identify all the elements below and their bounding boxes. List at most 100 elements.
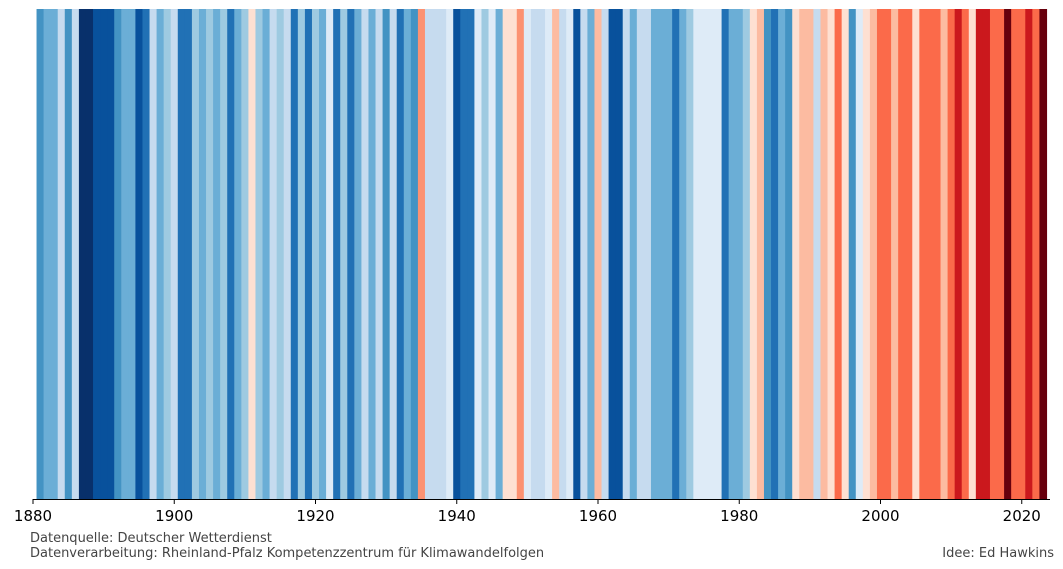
stripe-1888: [85, 9, 94, 499]
stripe-1970: [665, 9, 673, 499]
stripe-2006: [919, 9, 927, 499]
stripe-2013: [968, 9, 977, 499]
stripe-1994: [834, 9, 843, 499]
stripe-2015: [982, 9, 991, 499]
x-tick-label-1960: 1960: [579, 507, 617, 525]
stripe-2005: [912, 9, 920, 499]
stripe-1931: [389, 9, 398, 499]
stripe-1924: [340, 9, 348, 499]
stripe-1925: [347, 9, 355, 499]
stripe-1982: [749, 9, 758, 499]
stripe-1957: [573, 9, 581, 499]
stripe-1961: [601, 9, 610, 499]
stripe-1890: [100, 9, 108, 499]
stripe-1902: [184, 9, 193, 499]
stripe-1960: [594, 9, 603, 499]
stripe-1930: [382, 9, 391, 499]
stripe-1885: [64, 9, 73, 499]
stripe-1883: [50, 9, 59, 499]
stripe-1979: [728, 9, 737, 499]
stripe-2008: [933, 9, 942, 499]
x-tick-label-1920: 1920: [296, 507, 334, 525]
x-tick-label-1940: 1940: [438, 507, 476, 525]
stripe-1892: [114, 9, 122, 499]
stripe-1968: [650, 9, 659, 499]
stripe-1990: [806, 9, 814, 499]
stripe-1881: [36, 9, 45, 499]
data-source-credit: Datenquelle: Deutscher Wetterdienst: [30, 531, 272, 546]
stripe-1975: [700, 9, 709, 499]
stripe-1973: [686, 9, 694, 499]
stripe-bars: [36, 9, 1048, 499]
stripe-1933: [403, 9, 412, 499]
stripe-2003: [898, 9, 906, 499]
stripe-1940: [453, 9, 461, 499]
stripe-2010: [947, 9, 956, 499]
stripe-1991: [813, 9, 822, 499]
x-tick-label-2000: 2000: [861, 507, 899, 525]
stripe-1903: [191, 9, 200, 499]
stripe-1952: [537, 9, 546, 499]
stripe-1904: [198, 9, 207, 499]
stripe-1899: [163, 9, 172, 499]
stripe-2004: [905, 9, 913, 499]
stripe-1915: [276, 9, 285, 499]
stripe-1992: [820, 9, 829, 499]
x-tick-label-2020: 2020: [1003, 507, 1041, 525]
data-processing-credit: Datenverarbeitung: Rheinland-Pfalz Kompe…: [30, 546, 545, 561]
stripe-1917: [290, 9, 299, 499]
stripe-2017: [997, 9, 1005, 499]
stripe-2009: [940, 9, 949, 499]
stripe-1897: [149, 9, 158, 499]
stripe-1916: [283, 9, 292, 499]
stripe-1946: [495, 9, 504, 499]
stripe-1958: [580, 9, 588, 499]
stripe-2000: [876, 9, 885, 499]
stripe-1993: [827, 9, 836, 499]
stripe-1929: [375, 9, 384, 499]
stripe-1998: [862, 9, 871, 499]
stripe-1953: [545, 9, 553, 499]
x-tick-label-1980: 1980: [720, 507, 758, 525]
stripe-1947: [502, 9, 511, 499]
stripe-1974: [693, 9, 701, 499]
stripe-1891: [107, 9, 115, 499]
stripe-2022: [1032, 9, 1040, 499]
stripe-1955: [559, 9, 567, 499]
warming-stripes-chart: 1880 1900 1920 1940 1960 1980 2000 2020: [14, 9, 1050, 525]
stripe-1913: [262, 9, 271, 499]
stripe-1939: [446, 9, 454, 499]
stripe-1905: [206, 9, 214, 499]
stripe-1988: [792, 9, 800, 499]
stripe-1938: [439, 9, 447, 499]
stripe-1889: [93, 9, 101, 499]
stripe-1901: [177, 9, 186, 499]
stripe-2012: [961, 9, 970, 499]
stripe-1911: [248, 9, 257, 499]
stripe-1980: [735, 9, 744, 499]
stripe-1926: [354, 9, 362, 499]
stripe-1951: [530, 9, 539, 499]
stripe-1969: [658, 9, 666, 499]
stripe-1981: [742, 9, 751, 499]
stripe-1987: [785, 9, 793, 499]
stripe-1944: [481, 9, 490, 499]
stripe-2002: [891, 9, 899, 499]
stripe-2014: [975, 9, 984, 499]
stripe-1950: [523, 9, 532, 499]
stripe-1894: [128, 9, 136, 499]
x-axis: 1880 1900 1920 1940 1960 1980 2000 2020: [14, 499, 1050, 525]
stripe-1997: [855, 9, 864, 499]
stripe-1986: [778, 9, 786, 499]
stripe-1999: [869, 9, 878, 499]
stripe-1934: [410, 9, 419, 499]
stripe-2019: [1011, 9, 1019, 499]
stripe-1983: [756, 9, 765, 499]
x-tick-label-1900: 1900: [155, 507, 193, 525]
stripe-1932: [396, 9, 405, 499]
stripe-2023: [1039, 9, 1048, 499]
stripe-1995: [841, 9, 850, 499]
stripe-1882: [43, 9, 52, 499]
stripe-2016: [989, 9, 998, 499]
stripe-1972: [679, 9, 687, 499]
